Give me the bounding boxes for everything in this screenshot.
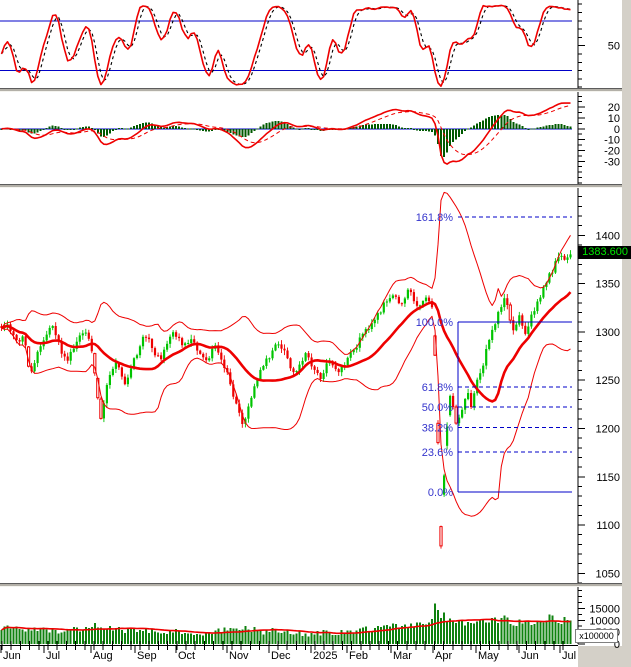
month-label: Aug [93, 650, 113, 662]
month-label: Nov [229, 650, 249, 662]
fib-level-label: 100.0% [416, 317, 454, 329]
pane-splitter-2[interactable] [0, 184, 622, 188]
pane-splitter-1[interactable] [0, 88, 622, 92]
month-label: 2025 [313, 650, 337, 662]
macd-line [1, 102, 571, 165]
volume-bars [0, 603, 572, 644]
last-price-value: 1383.600 [582, 246, 628, 258]
last-price-badge: 1383.600 [578, 246, 631, 259]
bollinger-lower-band [1, 315, 571, 517]
stochastic-k-line [0, 4, 571, 87]
volume-ma-line [1, 618, 571, 635]
volume-multiplier-label: x100000 [579, 631, 614, 641]
fib-level-label: 0.0% [428, 487, 453, 499]
fib-level-label: 38.2% [422, 422, 453, 434]
moving-average-line [0, 291, 572, 403]
axis-label: 15000 [589, 603, 620, 615]
month-label: Apr [435, 650, 452, 662]
month-label: Jun [3, 650, 21, 662]
axis-label: 50 [608, 41, 620, 53]
bollinger-upper-band [1, 191, 571, 355]
axis-label: 1350 [596, 279, 620, 291]
month-label: Feb [349, 650, 368, 662]
axis-label: 1050 [596, 568, 620, 580]
axis-label: 10000 [589, 615, 620, 627]
month-label: Sep [137, 650, 157, 662]
fib-level-label: 50.0% [422, 402, 453, 414]
axis-label: 20 [608, 102, 620, 114]
axis-label: 1150 [596, 472, 620, 484]
axis-label: -30 [604, 156, 620, 168]
stochastic-panel [0, 4, 572, 87]
month-label: Jul [562, 650, 576, 662]
right-axis: 5020100-10-20-30140013501300125012001150… [577, 0, 620, 651]
axis-label: 0 [614, 124, 620, 136]
axis-label: 10 [608, 113, 620, 125]
pane-splitter-3[interactable] [0, 583, 622, 587]
axis-label: -20 [604, 145, 620, 157]
axis-label: 1200 [596, 423, 620, 435]
axis-label: 1300 [596, 327, 620, 339]
month-label: Mar [393, 650, 412, 662]
fib-level-label: 161.8% [416, 212, 454, 224]
month-label: Jun [521, 650, 539, 662]
axis-label: 1400 [596, 230, 620, 242]
month-label: Dec [271, 650, 291, 662]
fib-level-label: 23.6% [422, 447, 453, 459]
axis-label: 0 [614, 639, 620, 651]
stochastic-d-line [1, 5, 571, 85]
price-panel [0, 191, 572, 549]
axis-label: 1250 [596, 375, 620, 387]
month-label: May [478, 650, 499, 662]
right-margin-strip [622, 0, 631, 667]
macd-signal-line [1, 105, 571, 156]
axis-label: -10 [604, 135, 620, 147]
axis-label: 1100 [596, 520, 620, 532]
macd-panel [0, 102, 572, 165]
volume-multiplier-box: x100000 [575, 629, 618, 643]
volume-panel [0, 603, 572, 645]
month-label: Jul [46, 650, 60, 662]
fib-level-label: 61.8% [422, 382, 453, 394]
fib-retracement: 161.8% 100.0% 61.8% 50.0% 38.2% 23.6% 0.0% [416, 212, 572, 499]
bottom-right-corner [578, 646, 631, 667]
month-label: Oct [178, 650, 195, 662]
x-axis: Jun Jul Aug Sep Oct Nov Dec 2025 Feb Mar Apr May Jun… [0, 645, 578, 662]
